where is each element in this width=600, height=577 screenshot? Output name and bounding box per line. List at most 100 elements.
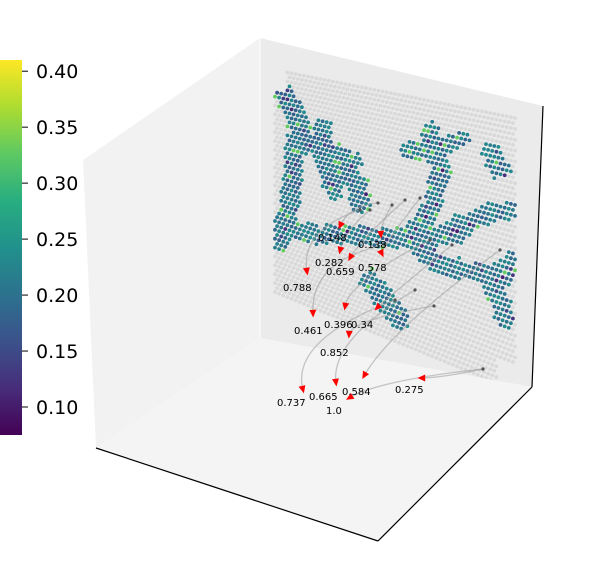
background-spot bbox=[281, 159, 286, 164]
background-spot bbox=[308, 98, 313, 102]
background-spot bbox=[488, 345, 493, 350]
background-spot bbox=[440, 219, 445, 224]
background-spot bbox=[380, 138, 385, 143]
background-spot bbox=[473, 187, 478, 192]
background-spot bbox=[490, 373, 495, 378]
background-spot bbox=[306, 212, 310, 216]
background-spot bbox=[463, 242, 468, 247]
tissue-spot bbox=[372, 233, 377, 238]
background-spot bbox=[426, 352, 430, 357]
tissue-spot bbox=[314, 159, 319, 164]
background-spot bbox=[335, 118, 339, 122]
tissue-spot bbox=[341, 181, 346, 185]
background-spot bbox=[384, 257, 389, 261]
background-spot bbox=[362, 148, 366, 153]
background-spot bbox=[374, 122, 379, 127]
background-spot bbox=[463, 305, 468, 309]
background-spot bbox=[391, 254, 395, 259]
background-spot bbox=[428, 328, 433, 332]
background-spot bbox=[393, 111, 397, 116]
background-spot bbox=[469, 196, 474, 201]
background-spot bbox=[449, 118, 453, 123]
background-spot bbox=[368, 261, 373, 266]
tissue-spot bbox=[378, 240, 383, 245]
tissue-spot bbox=[486, 222, 490, 227]
tissue-spot bbox=[289, 224, 294, 229]
background-spot bbox=[409, 265, 414, 270]
background-spot bbox=[428, 348, 433, 353]
tissue-spot bbox=[353, 232, 358, 237]
background-spot bbox=[393, 329, 397, 333]
edge-label: 0.461 bbox=[294, 326, 323, 337]
tissue-spot bbox=[424, 133, 428, 138]
background-spot bbox=[455, 302, 459, 306]
tissue-spot bbox=[428, 226, 433, 231]
background-spot bbox=[509, 126, 513, 130]
tissue-spot bbox=[297, 118, 302, 123]
background-spot bbox=[380, 148, 385, 153]
tissue-spot bbox=[300, 232, 304, 237]
background-spot bbox=[360, 95, 364, 99]
background-spot bbox=[341, 284, 346, 289]
background-spot bbox=[310, 121, 315, 126]
background-spot bbox=[372, 126, 377, 131]
background-spot bbox=[345, 144, 350, 149]
background-spot bbox=[436, 331, 441, 335]
background-spot bbox=[389, 278, 393, 283]
background-spot bbox=[277, 184, 281, 189]
background-spot bbox=[389, 140, 393, 145]
background-spot bbox=[506, 152, 511, 157]
background-spot bbox=[455, 166, 459, 171]
tissue-spot bbox=[304, 142, 308, 147]
background-spot bbox=[310, 185, 315, 190]
background-spot bbox=[467, 180, 472, 185]
background-spot bbox=[304, 188, 308, 193]
background-spot bbox=[318, 95, 323, 100]
background-spot bbox=[275, 179, 279, 184]
background-spot bbox=[430, 354, 435, 359]
edge-label: 0.665 bbox=[309, 392, 338, 403]
background-spot bbox=[434, 315, 439, 319]
background-spot bbox=[449, 294, 453, 299]
background-spot bbox=[322, 78, 327, 82]
tissue-spot bbox=[293, 144, 298, 149]
background-spot bbox=[393, 161, 397, 166]
background-spot bbox=[277, 158, 281, 162]
tissue-spot bbox=[300, 223, 304, 228]
background-spot bbox=[281, 168, 286, 173]
background-spot bbox=[449, 201, 453, 206]
background-spot bbox=[378, 211, 383, 216]
background-spot bbox=[304, 197, 308, 202]
background-spot bbox=[513, 322, 517, 327]
background-spot bbox=[304, 243, 308, 248]
background-spot bbox=[331, 107, 335, 112]
background-spot bbox=[424, 316, 428, 321]
background-spot bbox=[509, 343, 513, 347]
background-spot bbox=[397, 291, 401, 295]
background-spot bbox=[310, 268, 315, 273]
background-spot bbox=[399, 197, 404, 202]
background-spot bbox=[405, 334, 410, 338]
tissue-spot bbox=[457, 255, 461, 260]
background-spot bbox=[409, 295, 414, 300]
background-spot bbox=[467, 327, 472, 332]
background-spot bbox=[337, 104, 341, 109]
background-spot bbox=[351, 122, 356, 126]
background-spot bbox=[287, 282, 292, 287]
tissue-spot bbox=[506, 206, 511, 211]
background-spot bbox=[486, 339, 490, 344]
background-spot bbox=[484, 323, 488, 327]
background-spot bbox=[289, 278, 294, 283]
background-spot bbox=[463, 210, 468, 215]
tissue-spot bbox=[438, 234, 443, 239]
tissue-spot bbox=[351, 198, 356, 203]
tissue-spot bbox=[492, 144, 497, 148]
background-spot bbox=[384, 178, 389, 183]
background-spot bbox=[360, 114, 364, 119]
tissue-spot bbox=[283, 101, 288, 106]
background-spot bbox=[393, 92, 397, 96]
tissue-spot bbox=[409, 145, 414, 150]
background-spot bbox=[482, 370, 486, 374]
background-spot bbox=[475, 193, 480, 198]
background-spot bbox=[364, 95, 368, 100]
